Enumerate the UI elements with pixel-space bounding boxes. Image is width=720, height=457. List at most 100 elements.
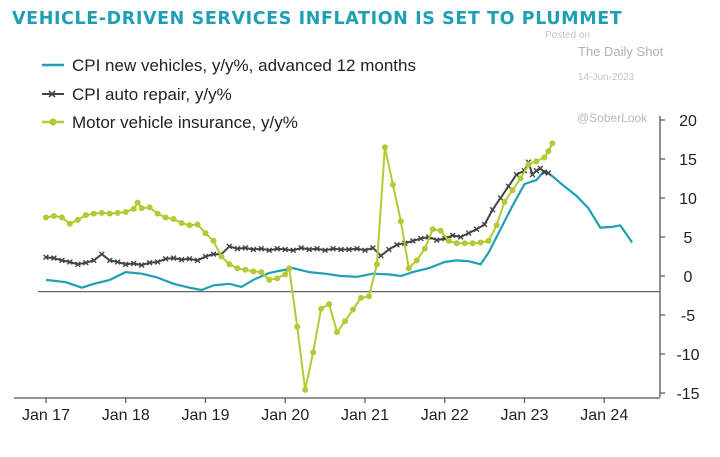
y-tick-label: -15 — [676, 386, 699, 403]
data-point-insurance — [66, 220, 73, 227]
series-new-vehicles — [45, 169, 634, 292]
data-point-insurance — [242, 266, 249, 273]
y-tick-label: -10 — [676, 347, 699, 364]
legend-swatch-insurance — [42, 118, 64, 126]
data-point-insurance — [517, 175, 524, 182]
data-point-auto-repair — [298, 245, 305, 251]
data-point-auto-repair — [98, 251, 105, 258]
data-point-insurance — [445, 237, 452, 244]
data-point-insurance — [429, 226, 436, 233]
data-point-insurance — [533, 158, 540, 165]
data-point-insurance — [218, 253, 225, 260]
data-point-insurance — [318, 305, 325, 312]
y-axis-ticks: 20 15 10 5 0 -5 -10 -15 — [660, 113, 700, 403]
data-point-insurance — [154, 210, 161, 217]
data-point-insurance — [42, 214, 49, 221]
data-point-insurance — [286, 265, 293, 272]
legend: CPI new vehicles, y/y%, advanced 12 mont… — [42, 56, 416, 132]
data-point-insurance — [114, 209, 121, 216]
legend-label-auto-repair: CPI auto repair, y/y% — [72, 85, 232, 104]
data-point-auto-repair — [473, 226, 480, 233]
data-point-insurance — [334, 329, 341, 336]
data-point-auto-repair — [481, 221, 488, 228]
data-point-auto-repair — [258, 245, 265, 252]
data-point-auto-repair — [114, 259, 121, 265]
watermark-date: 14-Jun-2023 — [578, 72, 635, 83]
data-point-auto-repair — [234, 245, 241, 252]
data-point-insurance — [258, 269, 265, 276]
data-point-auto-repair — [322, 247, 328, 254]
data-point-insurance — [82, 212, 89, 219]
data-point-auto-repair — [242, 245, 249, 251]
x-tick-label: Jan 18 — [102, 407, 150, 424]
data-point-auto-repair — [274, 245, 281, 252]
data-point-insurance — [274, 275, 281, 282]
data-point-insurance — [210, 237, 217, 244]
data-point-insurance — [98, 209, 105, 216]
y-tick-label: 0 — [684, 269, 693, 286]
data-point-auto-repair — [533, 167, 540, 174]
data-point-insurance — [170, 216, 177, 223]
data-point-auto-repair — [370, 245, 376, 251]
data-point-insurance — [294, 323, 301, 330]
data-point-auto-repair — [314, 245, 321, 252]
data-point-insurance — [202, 230, 209, 237]
data-point-insurance — [493, 222, 500, 229]
data-point-insurance — [477, 239, 484, 246]
x-tick-label: Jan 23 — [500, 407, 548, 424]
data-point-insurance — [50, 212, 57, 219]
data-point-insurance — [186, 222, 193, 229]
data-point-insurance — [134, 199, 141, 206]
data-point-insurance — [106, 210, 113, 217]
data-point-auto-repair — [130, 260, 137, 267]
y-tick-label: 10 — [679, 191, 697, 208]
data-point-insurance — [74, 216, 81, 223]
data-point-insurance — [302, 386, 309, 393]
data-point-insurance — [58, 214, 65, 221]
data-point-auto-repair — [43, 254, 49, 261]
x-axis-ticks: Jan 17 Jan 18 Jan 19 Jan 20 Jan 21 Jan 22 Jan … — [22, 398, 628, 424]
legend-label-new-vehicles: CPI new vehicles, y/y%, advanced 12 mont… — [72, 56, 416, 75]
data-point-auto-repair — [338, 246, 344, 253]
y-tick-label: 20 — [679, 113, 697, 130]
x-tick-label: Jan 17 — [22, 407, 70, 424]
data-point-insurance — [541, 154, 548, 161]
data-point-auto-repair — [82, 259, 89, 266]
data-point-insurance — [421, 245, 428, 252]
x-tick-label: Jan 21 — [341, 407, 389, 424]
data-point-insurance — [162, 214, 169, 221]
data-point-insurance — [130, 205, 137, 212]
data-point-insurance — [461, 240, 468, 247]
data-point-insurance — [357, 294, 364, 301]
data-point-auto-repair — [417, 235, 424, 242]
data-point-insurance — [509, 187, 516, 194]
data-point-insurance — [437, 227, 444, 234]
data-point-insurance — [234, 265, 241, 272]
data-point-auto-repair — [330, 245, 336, 252]
data-point-auto-repair — [346, 246, 352, 253]
data-point-insurance — [389, 181, 396, 188]
data-point-insurance — [326, 301, 333, 308]
data-point-insurance — [373, 261, 380, 268]
series-insurance — [42, 140, 556, 393]
data-point-auto-repair — [457, 234, 464, 240]
data-point-insurance — [469, 240, 476, 247]
data-point-insurance — [122, 209, 129, 216]
data-point-auto-repair — [306, 246, 313, 253]
data-point-auto-repair — [465, 230, 472, 236]
data-point-auto-repair — [106, 257, 113, 264]
watermark-handle: @SoberLook — [577, 111, 648, 125]
data-point-auto-repair — [409, 238, 416, 244]
data-point-auto-repair — [162, 255, 169, 262]
legend-swatch-auto-repair — [42, 90, 64, 98]
chart-title: VEHICLE-DRIVEN SERVICES INFLATION IS SET… — [12, 9, 622, 29]
data-point-auto-repair — [378, 252, 384, 259]
data-point-auto-repair — [505, 183, 512, 190]
data-point-insurance — [194, 221, 201, 228]
data-point-auto-repair — [178, 256, 185, 263]
data-point-auto-repair — [545, 170, 552, 176]
series-line-insurance — [45, 142, 554, 391]
data-point-auto-repair — [186, 255, 193, 262]
x-tick-label: Jan 19 — [181, 407, 229, 424]
